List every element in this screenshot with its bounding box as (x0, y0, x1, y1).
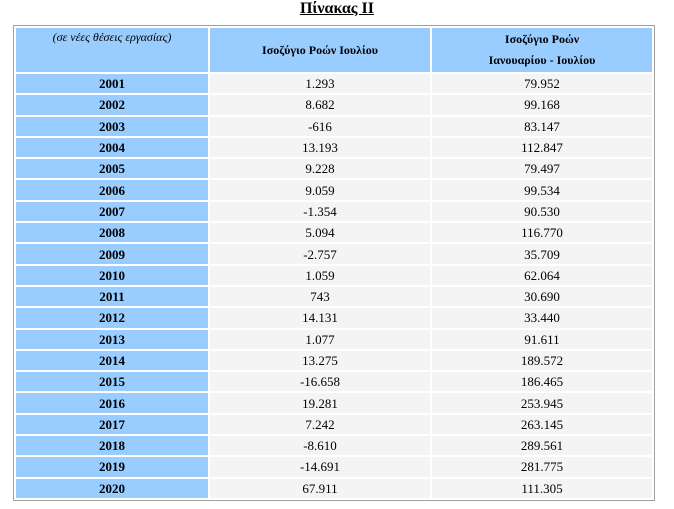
value-cell: 1.059 (210, 265, 430, 285)
table-row: 2011 743 30.690 (16, 286, 652, 307)
value-cell: 1.077 (210, 329, 430, 349)
table-row: 2014 13.275 189.572 (16, 350, 652, 371)
value-cell: 62.064 (432, 265, 652, 285)
value-cell: 743 (210, 286, 430, 307)
year-cell: 2016 (16, 393, 208, 413)
value-cell: 90.530 (432, 201, 652, 222)
year-cell: 2001 (16, 74, 208, 94)
header-cell: Ισοζύγιο Ροών Ιανουαρίου - Ιουλίου (432, 28, 652, 72)
year-cell: 2006 (16, 180, 208, 200)
value-cell: 19.281 (210, 393, 430, 413)
year-cell: 2002 (16, 95, 208, 115)
year-cell: 2007 (16, 201, 208, 222)
value-cell: -2.757 (210, 244, 430, 264)
value-cell: 289.561 (432, 436, 652, 456)
value-cell: 83.147 (432, 116, 652, 136)
table-row: 2013 1.077 91.611 (16, 329, 652, 349)
value-cell: 116.770 (432, 223, 652, 243)
year-cell: 2014 (16, 350, 208, 371)
year-cell: 2004 (16, 137, 208, 158)
value-cell: 9.228 (210, 159, 430, 179)
value-cell: 263.145 (432, 414, 652, 435)
value-cell: -616 (210, 116, 430, 136)
value-cell: 91.611 (432, 329, 652, 349)
table-row: 2008 5.094 116.770 (16, 223, 652, 243)
year-cell: 2012 (16, 308, 208, 328)
header-cell: Ισοζύγιο Ροών Ιουλίου (210, 28, 430, 72)
value-cell: 79.497 (432, 159, 652, 179)
value-cell: 67.911 (210, 478, 430, 498)
year-cell: 2017 (16, 414, 208, 435)
value-cell: 186.465 (432, 372, 652, 392)
table-row: 2002 8.682 99.168 (16, 95, 652, 115)
value-cell: 111.305 (432, 478, 652, 498)
value-cell: 99.168 (432, 95, 652, 115)
value-cell: -1.354 (210, 201, 430, 222)
year-cell: 2010 (16, 265, 208, 285)
year-cell: 2018 (16, 436, 208, 456)
value-cell: 99.534 (432, 180, 652, 200)
value-cell: 112.847 (432, 137, 652, 158)
value-cell: 35.709 (432, 244, 652, 264)
value-cell: 281.775 (432, 457, 652, 477)
year-cell: 2011 (16, 286, 208, 307)
value-cell: 8.682 (210, 95, 430, 115)
value-cell: -16.658 (210, 372, 430, 392)
value-cell: 9.059 (210, 180, 430, 200)
header-line: Ιανουαρίου - Ιουλίου (488, 53, 596, 67)
value-cell: 79.952 (432, 74, 652, 94)
value-cell: 30.690 (432, 286, 652, 307)
table-row: 2009 -2.757 35.709 (16, 244, 652, 264)
value-cell: 5.094 (210, 223, 430, 243)
table-row: 2005 9.228 79.497 (16, 159, 652, 179)
value-cell: -14.691 (210, 457, 430, 477)
header-line: Ισοζύγιο Ροών (504, 32, 580, 46)
table-row: 2012 14.131 33.440 (16, 308, 652, 328)
value-cell: 13.193 (210, 137, 430, 158)
value-cell: 253.945 (432, 393, 652, 413)
table-row: 2004 13.193 112.847 (16, 137, 652, 158)
value-cell: 189.572 (432, 350, 652, 371)
year-cell: 2020 (16, 478, 208, 498)
value-cell: 13.275 (210, 350, 430, 371)
table-body: 2001 1.293 79.952 2002 8.682 99.168 2003 -616 83… (16, 74, 652, 498)
table-row: 2003 -616 83.147 (16, 116, 652, 136)
year-cell: 2009 (16, 244, 208, 264)
table-row: 2020 67.911 111.305 (16, 478, 652, 498)
year-cell: 2019 (16, 457, 208, 477)
header-cell: (σε νέες θέσεις εργασίας) (16, 28, 208, 72)
table-row: 2010 1.059 62.064 (16, 265, 652, 285)
table-row: 2006 9.059 99.534 (16, 180, 652, 200)
year-cell: 2008 (16, 223, 208, 243)
year-cell: 2005 (16, 159, 208, 179)
table-row: 2015 -16.658 186.465 (16, 372, 652, 392)
table-row: 2007 -1.354 90.530 (16, 201, 652, 222)
value-cell: 7.242 (210, 414, 430, 435)
year-cell: 2003 (16, 116, 208, 136)
table-row: 2016 19.281 253.945 (16, 393, 652, 413)
table-row: 2001 1.293 79.952 (16, 74, 652, 94)
data-table: (σε νέες θέσεις εργασίας) Ισοζύγιο Ροών … (13, 25, 655, 501)
value-cell: -8.610 (210, 436, 430, 456)
value-cell: 33.440 (432, 308, 652, 328)
table-row: 2019 -14.691 281.775 (16, 457, 652, 477)
table-row: 2017 7.242 263.145 (16, 414, 652, 435)
value-cell: 14.131 (210, 308, 430, 328)
header-row: (σε νέες θέσεις εργασίας) Ισοζύγιο Ροών … (16, 28, 652, 72)
table-title: Πίνακας ΙΙ (299, 0, 375, 17)
table-row: 2018 -8.610 289.561 (16, 436, 652, 456)
year-cell: 2015 (16, 372, 208, 392)
year-cell: 2013 (16, 329, 208, 349)
value-cell: 1.293 (210, 74, 430, 94)
